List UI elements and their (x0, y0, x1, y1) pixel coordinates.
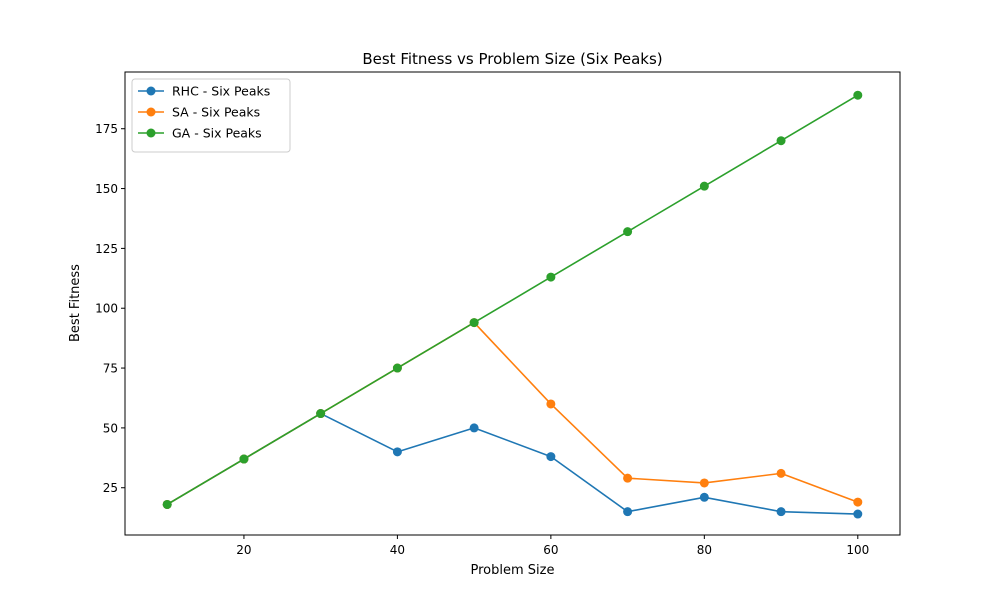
series-line-1 (166, 321, 859, 506)
x-tick-label: 100 (846, 543, 869, 557)
series-point-1 (699, 478, 709, 488)
series-point-1 (853, 497, 863, 507)
series-point-1 (623, 473, 633, 483)
legend-label: GA - Six Peaks (172, 126, 262, 141)
series-point-0 (776, 507, 786, 517)
legend-label: SA - Six Peaks (172, 105, 260, 120)
y-tick-label: 50 (103, 421, 118, 435)
y-tick-label: 100 (95, 302, 118, 316)
y-tick-label: 25 (103, 481, 118, 495)
series-point-2 (853, 90, 863, 100)
legend: RHC - Six Peaks SA - Six Peaks GA - Six Pe… (131, 78, 291, 153)
legend-label: RHC - Six Peaks (172, 84, 270, 99)
y-tick-label: 75 (103, 362, 118, 376)
y-tick-label: 150 (95, 182, 118, 196)
legend-marker (146, 86, 156, 96)
series-point-2 (392, 363, 402, 373)
series-point-2 (316, 409, 326, 419)
plot-area: 20 40 60 80 100 25 50 75 100 125 150 175 (95, 71, 901, 557)
legend-marker (146, 128, 156, 138)
x-axis-label: Problem Size (471, 563, 555, 578)
series-line-2 (166, 94, 859, 506)
y-axis-label: Best Fitness (68, 264, 83, 342)
x-tick-label: 40 (390, 543, 405, 557)
series-point-2 (162, 499, 172, 509)
series-point-2 (623, 227, 633, 237)
y-tick-label: 175 (95, 122, 118, 136)
series-line-0 (166, 412, 858, 515)
chart-title: Best Fitness vs Problem Size (Six Peaks) (362, 50, 662, 68)
series-point-0 (853, 509, 863, 519)
series-point-0 (392, 447, 402, 457)
series-point-0 (546, 452, 556, 462)
series-point-1 (546, 399, 556, 409)
series-point-2 (776, 136, 786, 146)
legend-marker (146, 107, 156, 117)
series-point-2 (546, 272, 556, 282)
series-point-1 (776, 468, 786, 478)
series-point-0 (623, 507, 633, 517)
series-point-2 (239, 454, 249, 464)
series-point-2 (699, 181, 709, 191)
legend-box (131, 78, 291, 153)
axes-frame (124, 71, 901, 536)
series-point-0 (699, 492, 709, 502)
x-tick-label: 20 (236, 543, 251, 557)
y-tick-label: 125 (95, 242, 118, 256)
series-point-0 (469, 423, 479, 433)
x-tick-label: 80 (697, 543, 712, 557)
series-point-2 (469, 318, 479, 328)
x-tick-label: 60 (543, 543, 558, 557)
